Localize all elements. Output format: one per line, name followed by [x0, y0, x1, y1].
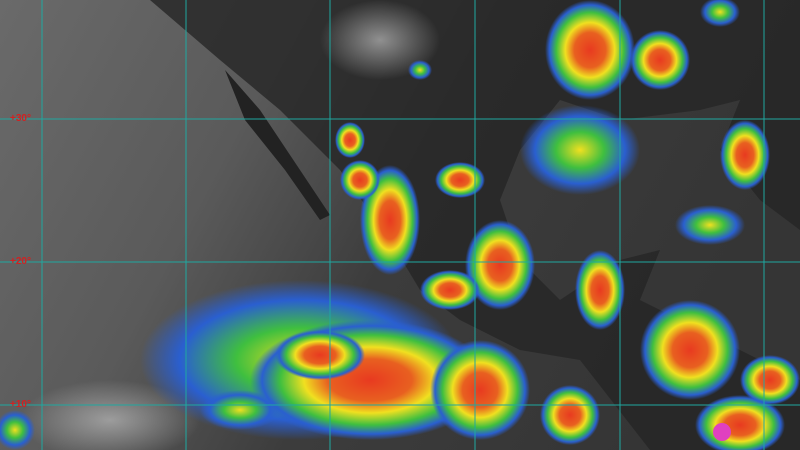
baja-california — [225, 70, 330, 220]
latitude-label-10: +10° — [10, 399, 31, 410]
latitude-label-20: +20° — [10, 256, 31, 267]
latitude-label-30: +30° — [10, 113, 31, 124]
